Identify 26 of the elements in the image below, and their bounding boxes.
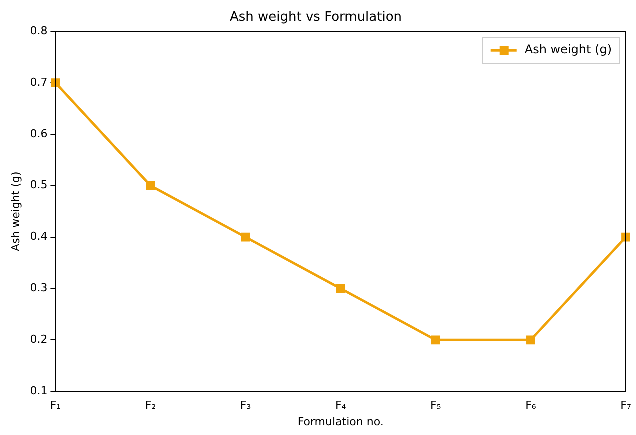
y-tick-label: 0.5 xyxy=(30,178,48,192)
x-tick-label: F₁ xyxy=(50,399,62,412)
point xyxy=(146,181,156,190)
x-axis-title: Formulation no. xyxy=(298,415,384,428)
x-tick-label: F₂ xyxy=(145,399,156,412)
point xyxy=(431,336,440,345)
point xyxy=(526,336,536,345)
x-tick-label: F₆ xyxy=(526,399,537,412)
x-tick-label: F₅ xyxy=(430,399,442,412)
y-tick-label: 0.1 xyxy=(30,384,48,398)
y-tick-label: 0.6 xyxy=(30,127,48,140)
y-tick-label: 0.4 xyxy=(30,230,48,244)
point xyxy=(51,78,60,88)
x-tick-label: F₄ xyxy=(335,399,347,412)
x-tick-label: F₃ xyxy=(240,399,252,412)
y-tick-label: 0.8 xyxy=(30,24,48,38)
y-axis-title: Ash weight (g) xyxy=(9,172,22,252)
point xyxy=(336,284,346,294)
legend-label: Ash weight (g) xyxy=(524,42,612,57)
y-tick-label: 0.7 xyxy=(30,76,48,89)
point xyxy=(622,232,630,242)
y-tick-label: 0.2 xyxy=(30,333,48,346)
y-tick-label: 0.3 xyxy=(30,282,48,295)
x-tick-label: F₇ xyxy=(620,399,632,412)
chart-title: Ash weight vs Formulation xyxy=(230,10,402,26)
point xyxy=(241,232,250,242)
